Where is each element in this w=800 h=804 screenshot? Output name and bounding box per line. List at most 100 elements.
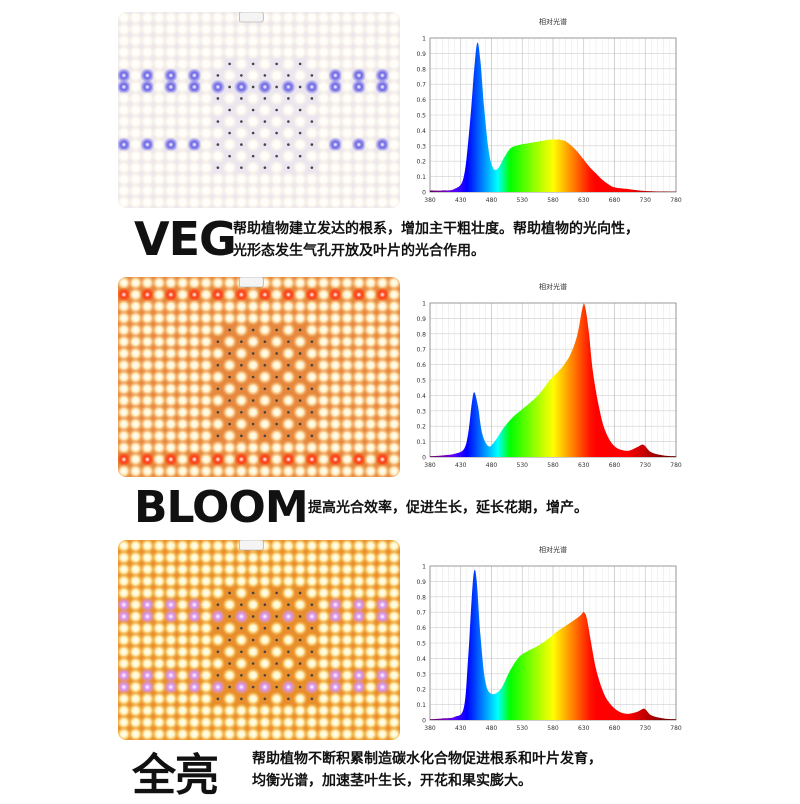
led-diode (163, 12, 179, 26)
led-diode (375, 703, 390, 718)
led-diode (363, 114, 378, 129)
led-diode (316, 405, 331, 420)
led-diode (210, 726, 226, 740)
led-diode (198, 562, 214, 577)
y-tick-label: 0.6 (416, 97, 426, 104)
led-diode (351, 597, 367, 612)
led-diode (292, 703, 308, 718)
led-diode (140, 620, 155, 636)
led-diode (386, 102, 400, 118)
led-diode (128, 310, 143, 326)
led-diode (151, 440, 167, 455)
panel-dot (287, 603, 290, 607)
led-diode (128, 540, 143, 554)
led-diode (304, 585, 320, 601)
led-diode (140, 726, 155, 740)
spectrum-point (441, 455, 443, 456)
bloom-description-line-1: 提高光合效率，促进生长，延长花期，增产。 (308, 500, 588, 516)
led-diode (363, 703, 378, 718)
led-diode (363, 299, 378, 314)
led-diode (175, 405, 190, 420)
led-diode (292, 68, 308, 83)
bloom-description: 提高光合效率，促进生长，延长花期，增产。 (308, 497, 588, 519)
panel-dot (275, 328, 278, 332)
x-tick-label: 380 (424, 725, 436, 732)
spectrum-point (626, 713, 628, 715)
led-diode (128, 334, 143, 349)
led-diode (187, 585, 202, 601)
led-diode (386, 452, 400, 467)
led-diode (198, 440, 214, 455)
led-diode (187, 381, 202, 397)
led-diode (292, 114, 308, 129)
led-diode (187, 609, 202, 624)
led-diode (163, 137, 179, 152)
x-tick-label: 730 (640, 462, 652, 469)
panel-dot (228, 352, 231, 355)
led-diode (328, 416, 343, 432)
led-diode (198, 573, 214, 589)
led-diode (328, 369, 343, 385)
led-diode (257, 440, 273, 455)
led-diode (316, 334, 331, 349)
led-diode (339, 463, 355, 477)
led-diode (187, 405, 202, 420)
led-diode (210, 22, 226, 37)
led-diode (163, 287, 179, 302)
led-diode (316, 597, 331, 612)
spectrum-point (617, 710, 618, 712)
led-diode (222, 310, 237, 326)
led-diode (175, 703, 190, 718)
led-diode (151, 287, 167, 302)
led-diode (198, 381, 214, 397)
y-tick-label: 0.6 (416, 362, 426, 369)
led-diode (328, 310, 343, 326)
panel-dot (216, 434, 220, 438)
led-diode (234, 22, 249, 37)
led-diode (304, 299, 320, 314)
led-diode (245, 334, 261, 349)
led-diode (386, 540, 400, 554)
led-diode (140, 56, 155, 72)
spectrum-point (577, 333, 578, 335)
led-diode (328, 287, 343, 302)
led-diode (363, 405, 378, 420)
panel-dot (240, 120, 243, 123)
led-diode (328, 381, 343, 397)
led-diode (198, 12, 214, 26)
led-diode (245, 550, 261, 565)
led-diode (175, 597, 190, 612)
y-tick-label: 0.3 (416, 143, 426, 150)
led-diode (210, 148, 226, 164)
spectrum-point (607, 701, 609, 702)
spectrum-point (549, 139, 551, 141)
led-diode (140, 585, 155, 601)
led-diode (316, 726, 331, 740)
led-diode (151, 125, 167, 141)
panel-dot (240, 673, 243, 677)
led-diode (140, 194, 155, 208)
led-diode (151, 277, 167, 291)
led-diode (118, 357, 132, 373)
led-diode (222, 668, 237, 683)
led-diode (269, 540, 284, 554)
led-diode (128, 550, 143, 565)
panel-dot (251, 399, 255, 402)
led-diode (198, 357, 214, 373)
led-diode (175, 160, 190, 175)
led-diode (292, 562, 308, 577)
panel-dot (240, 603, 243, 607)
led-diode (198, 114, 214, 129)
led-diode (222, 171, 237, 187)
led-diode (304, 703, 320, 718)
panel-dot (298, 375, 302, 379)
led-diode (292, 22, 308, 37)
led-diode (163, 540, 179, 554)
led-diode (118, 334, 132, 349)
led-diode (175, 726, 190, 740)
led-diode (187, 703, 202, 718)
led-diode (198, 609, 214, 624)
led-diode (140, 183, 155, 198)
led-diode (339, 56, 355, 72)
led-diode (245, 160, 261, 175)
